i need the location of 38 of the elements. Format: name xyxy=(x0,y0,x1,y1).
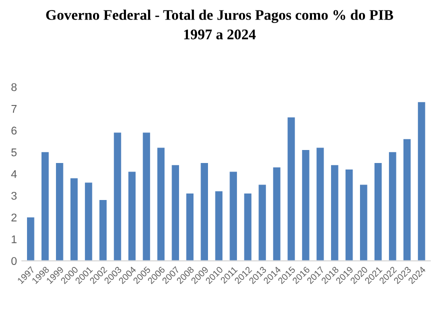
bar xyxy=(374,163,382,261)
bar xyxy=(258,184,266,261)
bar xyxy=(41,152,49,261)
bar xyxy=(388,152,396,261)
bar xyxy=(244,193,252,261)
chart-title: Governo Federal - Total de Juros Pagos como % do PIB 1997 a 2024 xyxy=(46,10,394,40)
bar xyxy=(27,217,34,261)
bar xyxy=(418,102,426,261)
bar xyxy=(302,150,310,261)
y-tick-label: 0 xyxy=(11,257,17,265)
bar xyxy=(56,163,64,261)
bar xyxy=(84,182,92,261)
bar xyxy=(142,132,150,261)
y-tick-label: 6 xyxy=(11,126,17,135)
bar xyxy=(316,148,324,261)
bar xyxy=(360,184,368,261)
y-tick-label: 1 xyxy=(12,235,17,244)
bar xyxy=(200,163,208,261)
bar xyxy=(128,172,136,261)
y-tick-label: 4 xyxy=(11,170,17,178)
bar xyxy=(99,200,107,261)
bar xyxy=(172,165,180,261)
y-tick-label: 2 xyxy=(11,214,17,222)
y-tick-label: 3 xyxy=(11,192,17,200)
bar xyxy=(273,167,280,261)
y-tick-label: 8 xyxy=(11,83,17,92)
bar xyxy=(331,165,338,261)
bar xyxy=(186,193,194,261)
bar xyxy=(403,139,411,261)
bar xyxy=(230,172,237,261)
bar xyxy=(346,170,353,261)
bar xyxy=(157,148,165,261)
bar xyxy=(114,132,122,261)
bar xyxy=(288,117,295,261)
y-tick-label: 5 xyxy=(11,148,17,156)
y-tick-label: 7 xyxy=(11,105,17,113)
bar xyxy=(215,191,222,261)
bar xyxy=(70,178,78,261)
